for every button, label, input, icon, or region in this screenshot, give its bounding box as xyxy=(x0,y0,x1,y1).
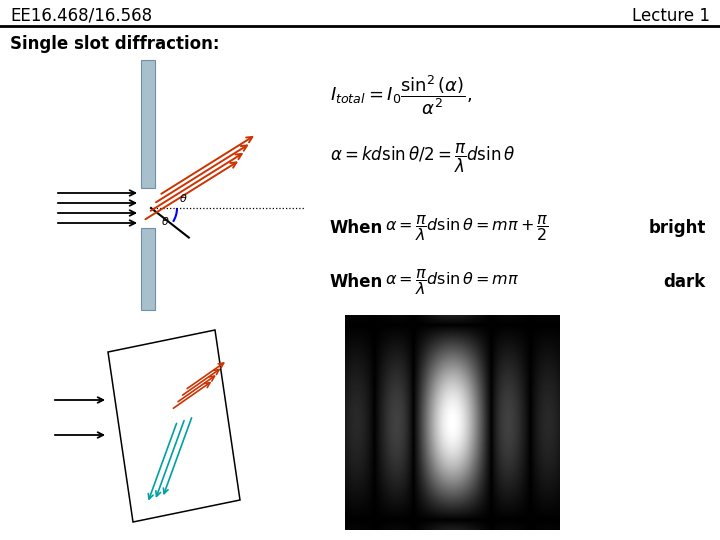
Text: $\alpha = \dfrac{\pi}{\lambda}d\sin\theta = m\pi$: $\alpha = \dfrac{\pi}{\lambda}d\sin\thet… xyxy=(385,267,519,297)
Text: Single slot diffraction:: Single slot diffraction: xyxy=(10,35,220,53)
Text: When: When xyxy=(330,273,383,291)
Text: EE16.468/16.568: EE16.468/16.568 xyxy=(10,7,152,25)
Bar xyxy=(141,60,155,188)
Text: $I_{total} = I_0 \dfrac{\sin^2(\alpha)}{\alpha^2},$: $I_{total} = I_0 \dfrac{\sin^2(\alpha)}{… xyxy=(330,73,472,117)
Text: When: When xyxy=(330,219,383,237)
Text: $\alpha = \dfrac{\pi}{\lambda}d\sin\theta = m\pi + \dfrac{\pi}{2}$: $\alpha = \dfrac{\pi}{\lambda}d\sin\thet… xyxy=(385,213,549,243)
Text: dark: dark xyxy=(664,273,706,291)
Text: bright: bright xyxy=(649,219,706,237)
Text: Lecture 1: Lecture 1 xyxy=(632,7,710,25)
Text: $\theta$: $\theta$ xyxy=(179,192,187,204)
Text: $\theta$: $\theta$ xyxy=(161,215,169,227)
Bar xyxy=(141,228,155,310)
Text: $\alpha = kd\sin\theta/2 = \dfrac{\pi}{\lambda}d\sin\theta$: $\alpha = kd\sin\theta/2 = \dfrac{\pi}{\… xyxy=(330,141,516,174)
Polygon shape xyxy=(108,330,240,522)
